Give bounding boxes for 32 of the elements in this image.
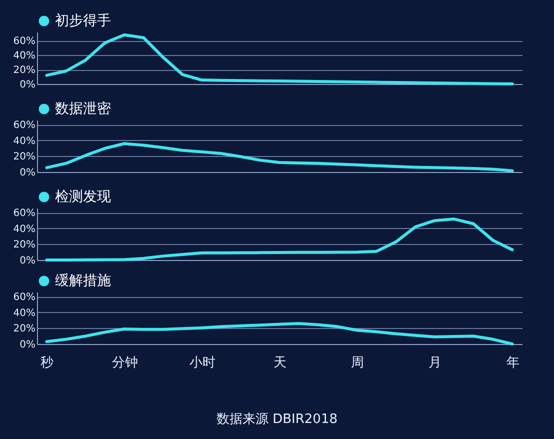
x-tick-label: 秒 — [40, 356, 54, 370]
y-tick-label: 60% — [13, 208, 36, 220]
source-note: 数据来源 DBIR2018 — [215, 411, 338, 428]
line-series — [45, 218, 514, 262]
y-tick-label: 20% — [13, 240, 36, 251]
x-tick-label: 月 — [428, 356, 442, 370]
y-tick-label: 20% — [13, 65, 36, 76]
y-tick-label: 60% — [13, 36, 36, 48]
line-series — [45, 142, 514, 172]
y-tick-label: 0% — [20, 80, 36, 90]
x-tick-label: 周 — [351, 356, 364, 370]
x-tick-label: 年 — [506, 356, 520, 370]
y-tick-label: 0% — [20, 168, 36, 178]
y-tick-label: 20% — [13, 324, 36, 335]
line-series — [45, 33, 514, 86]
y-tick-label: 0% — [20, 340, 36, 350]
legend-label: 缓解措施 — [55, 273, 111, 289]
x-tick-label: 分钟 — [112, 356, 138, 370]
x-tick-label: 小时 — [189, 356, 216, 370]
y-tick-label: 40% — [13, 136, 36, 147]
y-tick-label: 40% — [13, 224, 36, 235]
x-tick-label: 天 — [274, 356, 286, 370]
y-tick-label: 20% — [13, 152, 36, 163]
legend-label: 初步得手 — [55, 13, 111, 29]
legend-label: 数据泄密 — [55, 101, 111, 117]
y-tick-label: 40% — [13, 50, 36, 62]
legend-label: 检测发现 — [55, 189, 111, 205]
line-series — [45, 322, 514, 346]
y-tick-label: 0% — [20, 256, 36, 266]
y-tick-label: 60% — [13, 120, 36, 132]
y-tick-label: 60% — [13, 292, 36, 304]
y-tick-label: 40% — [13, 308, 36, 319]
